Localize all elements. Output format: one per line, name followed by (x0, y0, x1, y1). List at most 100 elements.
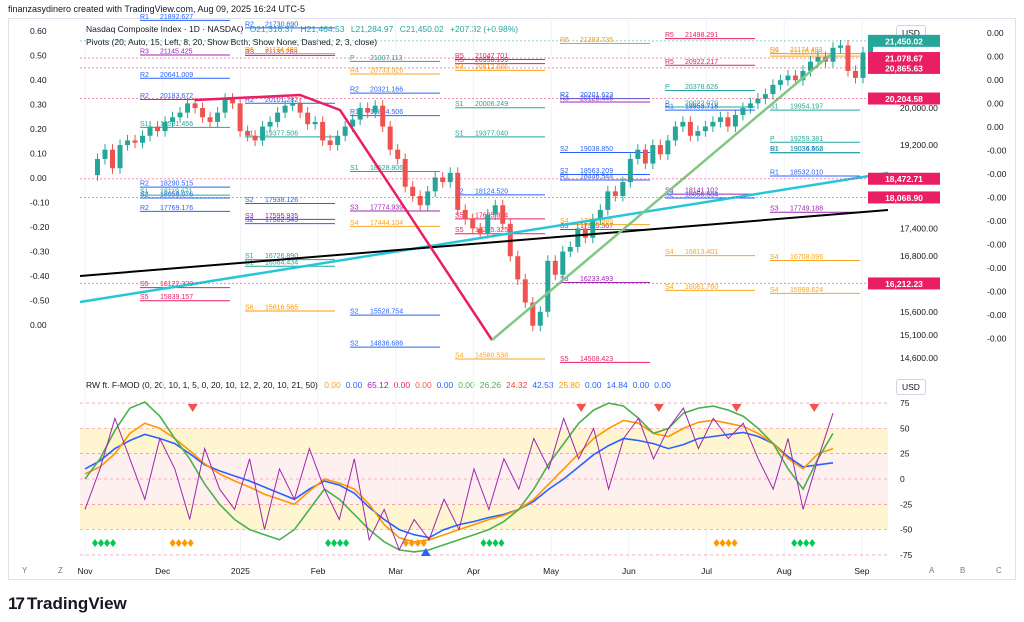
indicator-value: 42.53 (532, 380, 554, 390)
corner-b[interactable]: B (960, 566, 966, 575)
price-axis-tick: 14,600.00 (900, 353, 938, 363)
candle-body (612, 191, 618, 196)
candle-body (560, 251, 566, 275)
brand-logo[interactable]: 17 TradingView (8, 594, 127, 614)
candle-body (552, 260, 558, 275)
pivot-label: S4 (770, 287, 779, 294)
price-axis-tick: 15,100.00 (900, 330, 938, 340)
pivot-value: 19954.197 (790, 104, 823, 111)
pivot-value: 14508.423 (580, 356, 613, 363)
pivot-value: 19034.466 (790, 146, 823, 153)
pivot-value: 18119.671 (160, 189, 193, 196)
candle-body (230, 98, 236, 104)
pivot-label: R5 (455, 53, 464, 60)
corner-a[interactable]: A (929, 566, 935, 575)
candle-body (537, 311, 543, 326)
pivot-value: 16726.890 (265, 253, 298, 260)
candle-body (245, 131, 251, 136)
candle-body (702, 126, 708, 132)
candle-body (447, 172, 453, 183)
candle-body (500, 205, 506, 224)
pivot-label: P (665, 100, 670, 107)
indicator-currency-button[interactable]: USD (896, 379, 926, 395)
ohlc-low: L21,284.97 (350, 24, 394, 34)
left-axis-tick: -0.30 (30, 247, 50, 257)
price-axis-tick: 20,000.00 (900, 103, 938, 113)
candle-body (260, 126, 266, 141)
pivot-label: R1 (770, 169, 779, 176)
candle-body (485, 214, 491, 234)
pivot-label: S4 (560, 218, 569, 225)
corner-c[interactable]: C (996, 566, 1002, 575)
pivot-label: S1 (770, 146, 779, 153)
pivot-value: 14580.538 (475, 353, 508, 360)
signal-diamond (110, 539, 116, 547)
price-tag-label: 21,078.67 (885, 54, 923, 64)
candle-body (410, 186, 416, 196)
candle-body (732, 114, 738, 127)
pivot-value: 17769.176 (160, 205, 193, 212)
pivot-value: 18563.209 (580, 168, 613, 175)
right-axis-tick: -0.00 (987, 310, 1007, 320)
pivot-label: R1 (770, 146, 779, 153)
pivot-value: 17749.188 (790, 206, 823, 213)
pivot-label: S4 (665, 284, 674, 291)
left-axis-tick: -0.50 (30, 296, 50, 306)
candle-body (852, 70, 858, 78)
pivots-legend[interactable]: Pivots (20, Auto, 15, Left, 8, 20, Show … (86, 37, 378, 47)
candle-body (492, 205, 498, 215)
pivot-label: S2 (245, 197, 254, 204)
signal-up-triangle (420, 548, 431, 556)
pivot-label: R2 (560, 92, 569, 99)
signal-diamond (492, 539, 499, 547)
indicator-name[interactable]: RW ft. F-MOD (0, 20, 10, 1, 5, 0, 20, 10… (86, 380, 318, 390)
pivot-label: R6 (770, 47, 779, 54)
pivot-value: 20641.009 (160, 72, 193, 79)
price-tag-box (868, 52, 940, 65)
pivot-value: 20022.070 (685, 100, 718, 107)
pivot-label: S4 (350, 220, 359, 227)
signal-diamond (713, 539, 720, 547)
pivot-label: R2 (140, 72, 149, 79)
pink-trendline (194, 93, 494, 341)
pivot-value: 16708.096 (790, 254, 823, 261)
symbol-name[interactable]: Nasdaq Composite Index · 1D · NASDAQ (86, 24, 244, 34)
signal-diamond (331, 539, 338, 547)
right-axis-tick: -0.00 (987, 334, 1007, 344)
right-axis-tick: -0.00 (987, 216, 1007, 226)
candle-body (395, 149, 401, 159)
pivot-value: 20812.686 (475, 64, 508, 71)
pivot-value: 19834.506 (370, 109, 403, 116)
osc-series-purple (84, 407, 834, 552)
corner-z[interactable]: Z (58, 566, 63, 575)
candle-body (425, 191, 431, 206)
candle-body (215, 112, 221, 122)
pivot-value: 18056.584 (685, 192, 718, 199)
pivot-label: R4 (455, 64, 464, 71)
candle-body (305, 112, 311, 125)
candle-body (785, 75, 791, 81)
corner-y[interactable]: Y (22, 566, 28, 575)
signal-diamond (414, 539, 421, 547)
left-axis-tick: 0.10 (30, 149, 47, 159)
pivot-label: R5 (665, 59, 674, 66)
signal-diamond (731, 539, 738, 547)
candle-body (177, 112, 183, 118)
pivot-value: 16122.328 (160, 281, 193, 288)
x-tick-label: Mar (388, 566, 403, 576)
x-tick-label: May (543, 566, 560, 576)
candle-body (387, 126, 393, 150)
candle-body (642, 149, 648, 164)
pivot-label: S5 (140, 281, 149, 288)
signal-down-triangle (187, 404, 198, 412)
candle-body (717, 117, 723, 122)
indicator-value: 24.32 (506, 380, 528, 390)
pivot-value: 20006.249 (475, 101, 508, 108)
pivot-value: 21120.885 (790, 50, 823, 57)
candle-body (320, 121, 326, 141)
pivot-label: S1 (455, 101, 464, 108)
right-axis-tick: -0.00 (987, 287, 1007, 297)
candle-body (290, 103, 296, 106)
left-axis-tick: -0.40 (30, 271, 50, 281)
